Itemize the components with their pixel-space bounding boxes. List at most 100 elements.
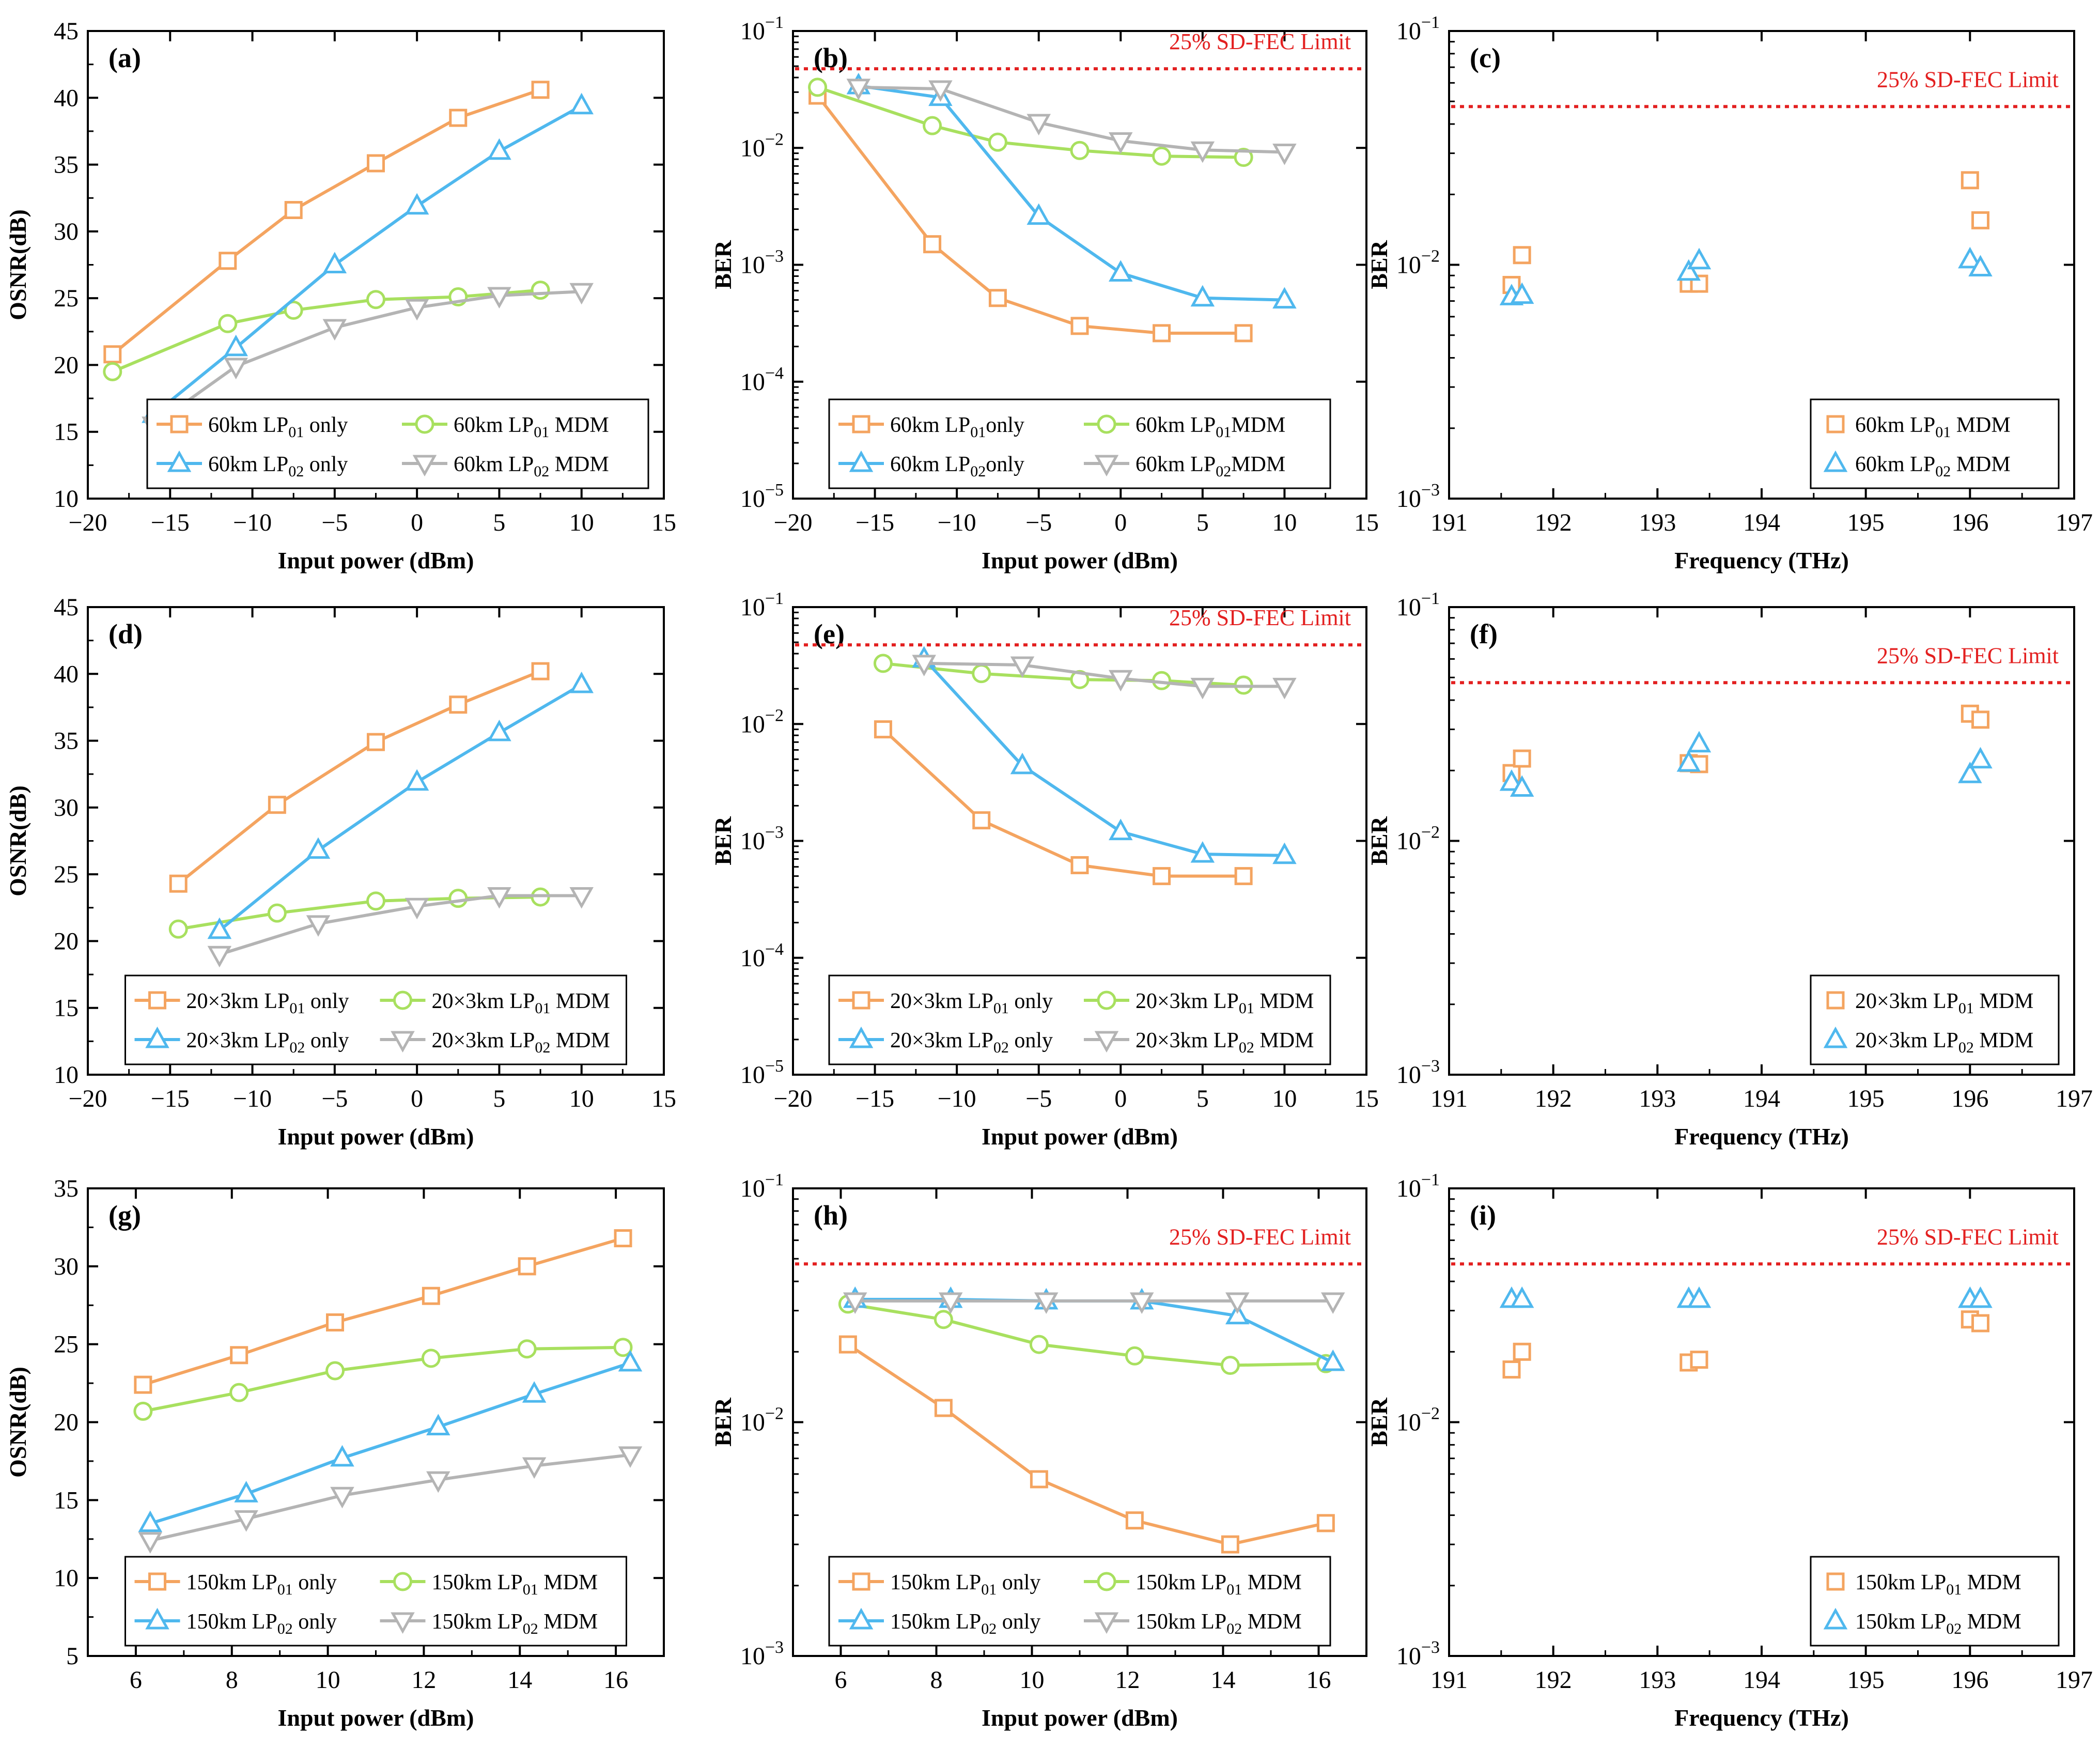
data-point bbox=[1513, 1342, 1531, 1361]
data-point bbox=[934, 1399, 953, 1417]
legend-marker bbox=[145, 1026, 169, 1048]
series-1 bbox=[808, 78, 1253, 167]
data-point bbox=[229, 1383, 249, 1402]
series-line bbox=[816, 95, 1244, 335]
data-point bbox=[224, 358, 248, 380]
legend-label: 20×3km LP01 MDM bbox=[1135, 989, 1314, 1017]
series-line bbox=[817, 86, 1244, 159]
legend-marker bbox=[852, 415, 870, 433]
series-2 bbox=[138, 1350, 643, 1532]
data-point bbox=[569, 283, 594, 305]
legend-box bbox=[146, 398, 649, 489]
series-1 bbox=[133, 1338, 633, 1421]
legend-label: 150km LP02 MDM bbox=[1135, 1610, 1302, 1637]
data-point bbox=[938, 1292, 963, 1314]
data-point bbox=[224, 334, 248, 357]
x-tick-label: 5 bbox=[1196, 1085, 1209, 1112]
x-tick-label: 0 bbox=[411, 1085, 423, 1112]
series-line bbox=[142, 1236, 624, 1386]
x-tick-label: 191 bbox=[1430, 1085, 1468, 1112]
x-axis-title: Input power (dBm) bbox=[278, 547, 474, 574]
legend-entry: 20×3km LP01 MDM bbox=[380, 989, 610, 1017]
panel-a: −20 −15 −10 −5 0 5 10 15 10 15 20 25 30 35 40 45 Input p… bbox=[5, 18, 676, 574]
y-tick-label: 10−2 bbox=[1396, 247, 1440, 279]
y-tick-label: 25 bbox=[54, 861, 79, 888]
data-point bbox=[405, 193, 429, 215]
data-point bbox=[1968, 255, 1993, 276]
data-point bbox=[448, 889, 468, 908]
legend-marker bbox=[393, 990, 412, 1010]
legend-entry: 60km LP01 MDM bbox=[1826, 413, 2011, 441]
panel-label: (h) bbox=[814, 1200, 848, 1231]
data-point bbox=[326, 1313, 345, 1331]
data-point bbox=[1316, 1514, 1335, 1532]
data-point bbox=[405, 299, 429, 321]
y-tick-label: 5 bbox=[66, 1643, 79, 1670]
series-2 bbox=[207, 671, 594, 939]
data-point bbox=[1687, 1286, 1712, 1308]
x-tick-label: 16 bbox=[1306, 1666, 1331, 1694]
legend-label: 60km LP02only bbox=[890, 453, 1024, 480]
x-tick-label: 8 bbox=[930, 1666, 943, 1694]
legend-entry: 60km LP01 MDM bbox=[402, 413, 609, 441]
legend-label: 60km LP01 MDM bbox=[454, 413, 609, 441]
data-point bbox=[306, 837, 331, 859]
legend-entry: 20×3km LP02 MDM bbox=[380, 1029, 610, 1056]
data-point bbox=[1510, 1286, 1534, 1308]
x-tick-label: 5 bbox=[1196, 509, 1209, 536]
x-tick-label: −5 bbox=[1025, 1085, 1052, 1112]
x-tick-label: 193 bbox=[1639, 509, 1676, 536]
data-point bbox=[1070, 141, 1090, 160]
legend-marker bbox=[167, 450, 192, 472]
series-line bbox=[150, 1453, 631, 1542]
x-axis-title: Frequency (THz) bbox=[1674, 1123, 1849, 1150]
data-point bbox=[838, 1335, 857, 1354]
legend-label: 150km LP01 only bbox=[186, 1571, 337, 1598]
series-line bbox=[112, 288, 541, 374]
data-point bbox=[1125, 1346, 1144, 1366]
series-3 bbox=[912, 655, 1297, 700]
data-point bbox=[912, 655, 936, 677]
x-tick-label: 191 bbox=[1430, 509, 1468, 536]
y-tick-label: 20 bbox=[54, 1409, 79, 1436]
panel-label: (i) bbox=[1470, 1200, 1496, 1231]
panel-i: 191 192 193 194 195 196 197 10−3 10−2 10−1 Frequen… bbox=[1366, 1170, 2093, 1731]
series-0 bbox=[808, 86, 1253, 343]
x-axis-title: Input power (dBm) bbox=[982, 1123, 1178, 1150]
legend: 20×3km LP01 only 20×3km LP01 MDM 20×3km LP… bbox=[828, 974, 1331, 1065]
data-point bbox=[1687, 247, 1712, 270]
legend-marker bbox=[1094, 1031, 1119, 1053]
panel-label: (a) bbox=[108, 42, 141, 73]
data-point bbox=[219, 252, 237, 270]
data-point bbox=[988, 132, 1007, 152]
x-tick-label: 192 bbox=[1535, 1666, 1572, 1694]
y-tick-label: 25 bbox=[54, 1331, 79, 1358]
series-2 bbox=[846, 72, 1297, 309]
fec-limit-label: 25% SD-FEC Limit bbox=[1169, 1224, 1351, 1249]
x-tick-label: 196 bbox=[1951, 509, 1988, 536]
y-tick-label: 10−1 bbox=[1396, 13, 1440, 45]
legend-marker bbox=[1097, 990, 1116, 1010]
panel-label: (g) bbox=[108, 1200, 141, 1231]
legend-box bbox=[125, 1556, 627, 1647]
legend-marker bbox=[852, 1572, 870, 1591]
data-point bbox=[1190, 841, 1215, 863]
data-point bbox=[614, 1229, 632, 1248]
data-point bbox=[1010, 656, 1035, 678]
series-1 bbox=[1499, 1286, 1993, 1308]
x-axis-title: Frequency (THz) bbox=[1674, 547, 1849, 574]
series-line bbox=[847, 1343, 1327, 1546]
data-point bbox=[268, 796, 286, 814]
legend-box bbox=[1810, 974, 2060, 1065]
data-point bbox=[421, 1349, 441, 1368]
x-axis-title: Input power (dBm) bbox=[278, 1123, 474, 1150]
data-point bbox=[1190, 285, 1215, 307]
panel-d: −20 −15 −10 −5 0 5 10 15 10 15 20 25 30 35 40 45 Input p… bbox=[5, 594, 676, 1150]
data-point bbox=[1510, 775, 1534, 797]
x-tick-label: 197 bbox=[2056, 509, 2093, 536]
series-0 bbox=[134, 1229, 632, 1394]
panel-label: (c) bbox=[1470, 42, 1501, 73]
y-axis-title: BER bbox=[1366, 1397, 1392, 1446]
legend-label: 150km LP02 MDM bbox=[432, 1610, 598, 1637]
